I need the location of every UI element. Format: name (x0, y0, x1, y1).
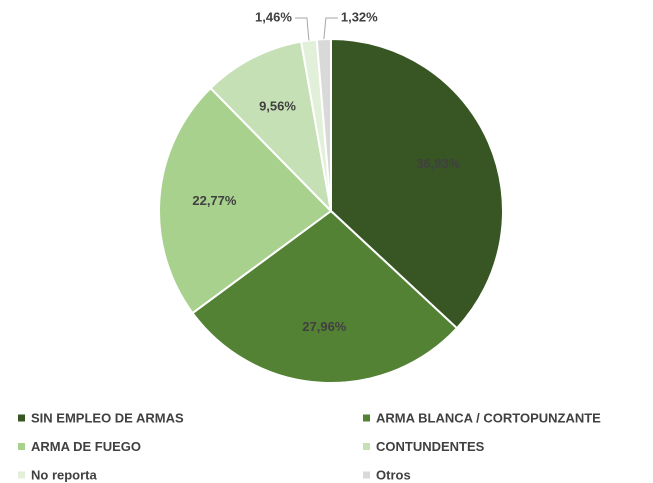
data-label: 27,96% (302, 319, 347, 334)
legend-swatch (363, 414, 370, 422)
leader-line (323, 17, 338, 40)
legend-label: No reporta (31, 467, 98, 482)
legend-label: ARMA DE FUEGO (31, 439, 141, 454)
legend-swatch (18, 414, 25, 422)
data-label: 1,46% (255, 9, 292, 24)
leader-line (294, 17, 310, 41)
data-label: 1,32% (341, 9, 378, 24)
legend-label: ARMA BLANCA / CORTOPUNZANTE (376, 410, 601, 425)
pie-slice (191, 209, 459, 384)
legend-label: Otros (376, 467, 411, 482)
pie-slice (330, 37, 504, 330)
legend-label: SIN EMPLEO DE ARMAS (31, 410, 184, 425)
legend-swatch (363, 471, 370, 479)
pie-slice (209, 40, 333, 215)
data-label: 22,77% (192, 193, 237, 208)
legend-swatch (18, 443, 25, 450)
legend-swatch (363, 443, 370, 450)
legend-label: CONTUNDENTES (376, 439, 485, 454)
data-label: 36,93% (416, 156, 461, 171)
legend-swatch (18, 471, 25, 479)
data-label: 9,56% (259, 98, 296, 113)
pie-slice (158, 86, 333, 315)
